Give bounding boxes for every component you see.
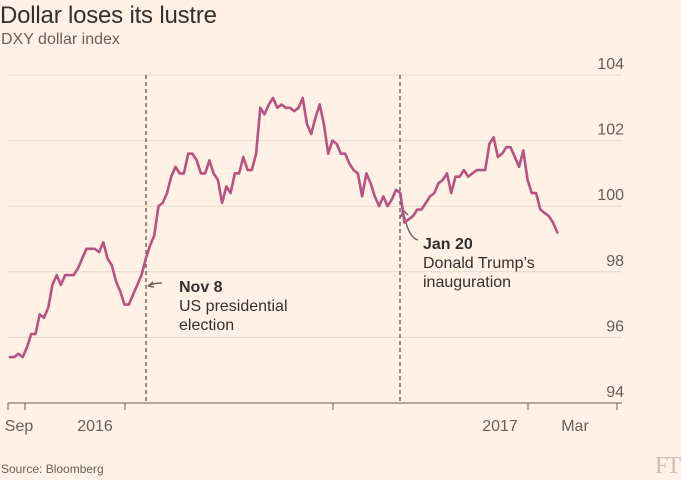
- event-label-text: election: [179, 317, 234, 334]
- y-tick-label: 98: [606, 253, 624, 270]
- x-tick-label: 2016: [77, 418, 113, 435]
- y-tick-label: 94: [606, 384, 624, 401]
- series-group: [8, 96, 559, 359]
- event-label-text: US presidential: [179, 298, 288, 315]
- grid-lines: [8, 74, 622, 338]
- x-axis: Sep 2016 2017 Mar: [5, 402, 622, 435]
- event-label-title: Nov 8: [179, 279, 223, 296]
- x-tick-label: Mar: [561, 418, 589, 435]
- chart-title: Dollar loses its lustre: [0, 2, 217, 29]
- source-note: Source: Bloomberg: [1, 462, 104, 476]
- y-tick-label: 104: [597, 56, 624, 73]
- y-tick-label: 100: [597, 187, 624, 204]
- y-tick-label: 102: [597, 122, 624, 139]
- event-label-text: Donald Trump’s: [423, 255, 535, 272]
- ft-logo: FT: [654, 453, 681, 479]
- event-arrowhead: [147, 281, 155, 288]
- y-tick-label: 96: [606, 318, 624, 335]
- y-axis: 94 96 98 100 102 104: [597, 56, 624, 401]
- series-line-dxy: [8, 96, 559, 359]
- x-tick-label: Sep: [5, 418, 34, 435]
- event-annotations: Nov 8 US presidential election Jan 20 Donald…: [145, 75, 535, 403]
- event-label-text: inauguration: [423, 274, 511, 291]
- event-arrow: [402, 209, 419, 241]
- event-label-title: Jan 20: [423, 236, 473, 253]
- chart-subtitle: DXY dollar index: [1, 31, 120, 48]
- x-tick-label: 2017: [482, 418, 518, 435]
